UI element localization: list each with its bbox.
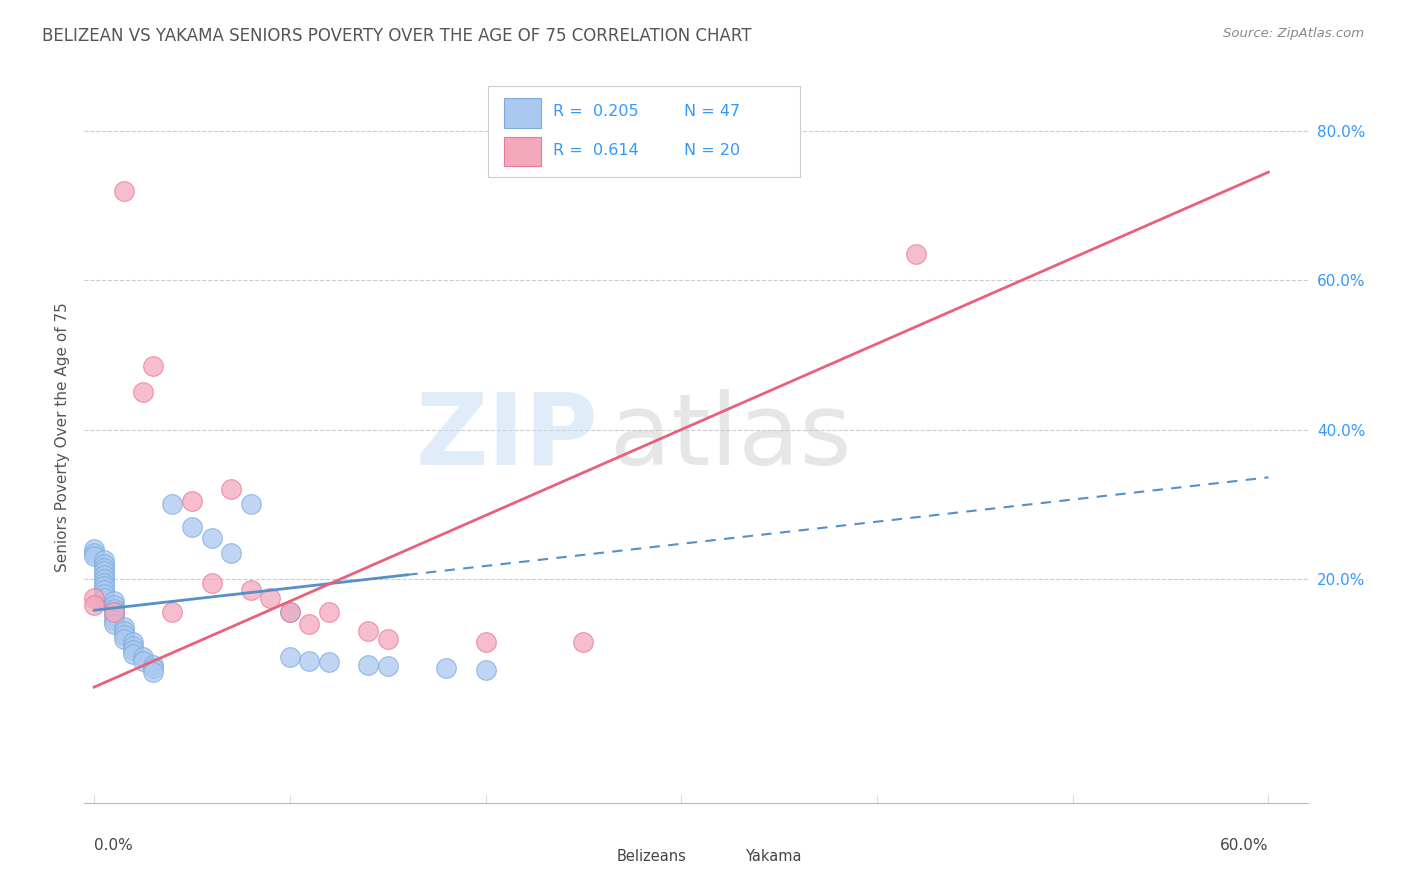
Point — [122, 642, 145, 657]
Point — [200, 575, 222, 590]
Point — [278, 606, 301, 620]
Point — [239, 583, 262, 598]
Point — [132, 650, 155, 665]
Point — [357, 657, 380, 672]
Point — [132, 654, 155, 668]
Point — [132, 385, 155, 400]
Text: N = 47: N = 47 — [683, 104, 740, 120]
Bar — [714, 846, 738, 867]
Point — [239, 497, 262, 511]
Text: BELIZEAN VS YAKAMA SENIORS POVERTY OVER THE AGE OF 75 CORRELATION CHART: BELIZEAN VS YAKAMA SENIORS POVERTY OVER … — [42, 27, 752, 45]
Point — [93, 587, 115, 601]
Point — [357, 624, 380, 639]
Point — [181, 519, 204, 533]
Text: 60.0%: 60.0% — [1220, 838, 1268, 853]
Point — [93, 560, 115, 574]
Point — [93, 591, 115, 605]
Point — [318, 606, 340, 620]
Point — [103, 598, 125, 612]
Point — [162, 497, 184, 511]
FancyBboxPatch shape — [488, 86, 800, 178]
Point — [142, 359, 165, 374]
Point — [377, 659, 399, 673]
Point — [298, 616, 321, 631]
Point — [83, 591, 105, 605]
Bar — [503, 98, 541, 128]
Point — [103, 609, 125, 624]
Point — [103, 616, 125, 631]
Point — [122, 635, 145, 649]
Text: N = 20: N = 20 — [683, 143, 740, 158]
Point — [122, 639, 145, 653]
Point — [103, 606, 125, 620]
Point — [474, 635, 496, 649]
Text: Belizeans: Belizeans — [616, 848, 686, 863]
Bar — [503, 137, 541, 167]
Point — [219, 483, 242, 497]
Point — [905, 247, 928, 261]
Point — [103, 606, 125, 620]
Point — [122, 647, 145, 661]
Point — [112, 632, 135, 646]
Point — [83, 549, 105, 564]
Point — [219, 546, 242, 560]
Point — [83, 546, 105, 560]
Point — [103, 613, 125, 627]
Point — [93, 553, 115, 567]
Bar — [586, 846, 610, 867]
Point — [142, 661, 165, 675]
Point — [200, 531, 222, 545]
Point — [103, 594, 125, 608]
Point — [93, 579, 115, 593]
Point — [377, 632, 399, 646]
Text: atlas: atlas — [610, 389, 852, 485]
Point — [93, 575, 115, 590]
Point — [93, 568, 115, 582]
Point — [83, 542, 105, 557]
Point — [112, 628, 135, 642]
Text: Yakama: Yakama — [745, 848, 801, 863]
Text: 0.0%: 0.0% — [94, 838, 134, 853]
Point — [278, 606, 301, 620]
Point — [142, 657, 165, 672]
Point — [112, 184, 135, 198]
Point — [572, 635, 595, 649]
Text: ZIP: ZIP — [415, 389, 598, 485]
Point — [112, 624, 135, 639]
Point — [142, 665, 165, 680]
Y-axis label: Seniors Poverty Over the Age of 75: Seniors Poverty Over the Age of 75 — [55, 302, 70, 572]
Text: R =  0.614: R = 0.614 — [553, 143, 638, 158]
Point — [181, 493, 204, 508]
Point — [83, 598, 105, 612]
Point — [298, 654, 321, 668]
Point — [103, 601, 125, 615]
Point — [93, 565, 115, 579]
Point — [474, 663, 496, 677]
Point — [93, 557, 115, 571]
Point — [93, 583, 115, 598]
Text: Source: ZipAtlas.com: Source: ZipAtlas.com — [1223, 27, 1364, 40]
Text: R =  0.205: R = 0.205 — [553, 104, 638, 120]
Point — [162, 606, 184, 620]
Point — [112, 620, 135, 634]
Point — [278, 650, 301, 665]
Point — [259, 591, 281, 605]
Point — [93, 572, 115, 586]
Point — [318, 656, 340, 670]
Point — [436, 661, 458, 675]
